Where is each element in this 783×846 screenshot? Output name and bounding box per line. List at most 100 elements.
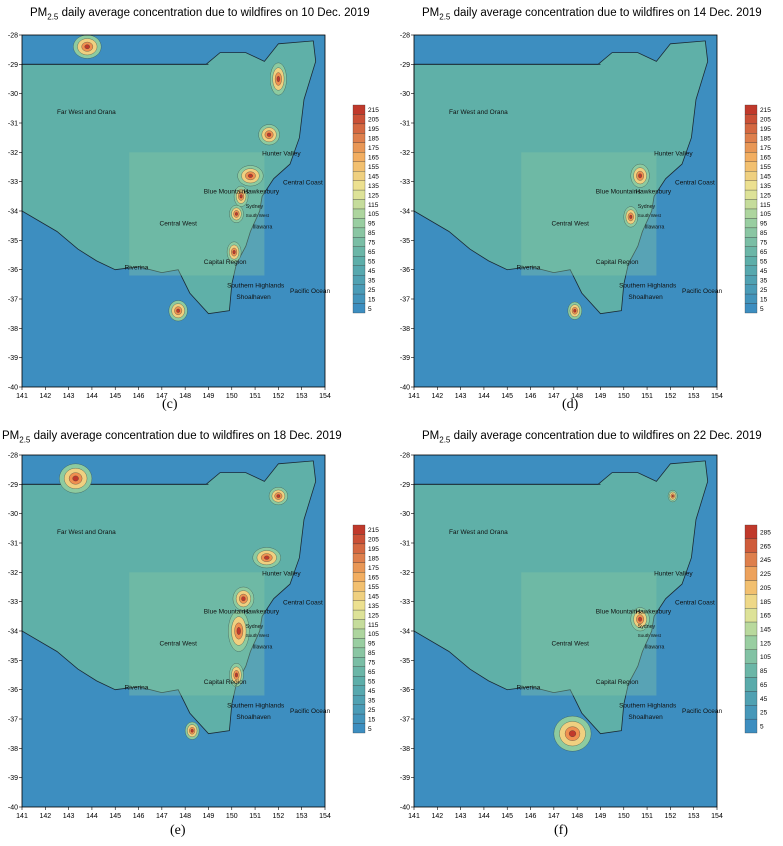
x-tick-label: 154 xyxy=(319,813,331,820)
legend-label: 155 xyxy=(368,584,379,591)
x-tick-label: 150 xyxy=(226,813,238,820)
legend-swatch xyxy=(744,691,758,706)
legend-label: 95 xyxy=(760,221,768,228)
x-tick-label: 145 xyxy=(109,393,121,400)
legend-label: 5 xyxy=(760,724,764,731)
y-tick-label: -38 xyxy=(8,326,18,333)
legend-swatch xyxy=(352,237,366,247)
legend-swatch xyxy=(352,553,366,563)
region-label: Blue Mountains xyxy=(596,188,642,195)
x-tick-label: 144 xyxy=(478,813,490,820)
panel-title: PM2.5 daily average concentration due to… xyxy=(422,430,762,445)
region-label: Capital Region xyxy=(204,679,247,686)
region-label: Central West xyxy=(552,641,590,648)
y-tick-label: -39 xyxy=(400,775,410,782)
region-label: Shoalhaven xyxy=(628,294,663,301)
legend-swatch xyxy=(352,581,366,592)
x-tick-label: 150 xyxy=(618,393,630,400)
x-tick-label: 144 xyxy=(86,813,98,820)
y-tick-label: -35 xyxy=(400,658,410,665)
y-tick-label: -36 xyxy=(8,267,18,274)
x-tick-label: 147 xyxy=(156,813,168,820)
legend-swatch xyxy=(352,524,366,535)
fire-hotspot xyxy=(241,596,246,601)
legend-label: 245 xyxy=(760,557,771,564)
legend-label: 205 xyxy=(760,117,771,124)
legend-swatch xyxy=(744,621,758,637)
legend-swatch xyxy=(744,552,758,567)
legend-swatch xyxy=(352,246,366,257)
y-tick-label: -28 xyxy=(8,453,18,460)
y-tick-label: -32 xyxy=(400,570,410,577)
region-label: South West xyxy=(246,213,270,218)
legend-swatch xyxy=(352,572,366,582)
legend-swatch xyxy=(352,208,366,219)
legend-swatch xyxy=(744,293,758,304)
legend-swatch xyxy=(352,562,366,573)
legend-swatch xyxy=(744,705,758,720)
legend-swatch xyxy=(352,543,366,554)
legend-swatch xyxy=(744,677,758,692)
legend-swatch xyxy=(352,218,366,229)
legend-swatch xyxy=(744,718,758,734)
panel-f: PM2.5 daily average concentration due to… xyxy=(392,424,783,846)
legend-swatch xyxy=(744,171,758,181)
legend-swatch xyxy=(744,237,758,247)
region-label: Pacific Ocean xyxy=(682,708,722,715)
x-tick-label: 153 xyxy=(688,393,700,400)
fire-hotspot xyxy=(235,212,238,216)
y-tick-label: -38 xyxy=(8,746,18,753)
legend-label: 145 xyxy=(760,173,771,180)
region-label: Hunter Valley xyxy=(654,570,693,577)
x-tick-label: 142 xyxy=(431,393,443,400)
legend-swatch xyxy=(352,152,366,162)
x-tick-label: 146 xyxy=(525,813,537,820)
region-label: Central Coast xyxy=(283,600,323,607)
x-tick-label: 142 xyxy=(39,393,51,400)
legend-label: 65 xyxy=(368,669,376,676)
legend-swatch xyxy=(744,161,758,172)
fire-hotspot xyxy=(264,555,270,560)
y-tick-label: -39 xyxy=(8,775,18,782)
legend-swatch xyxy=(352,657,366,667)
legend-label: 15 xyxy=(760,296,768,303)
legend-label: 25 xyxy=(760,287,768,294)
legend-label: 125 xyxy=(760,640,771,647)
y-tick-label: -39 xyxy=(8,355,18,362)
x-tick-label: 151 xyxy=(641,393,653,400)
legend-label: 215 xyxy=(368,107,379,114)
legend-label: 195 xyxy=(368,546,379,553)
x-tick-label: 143 xyxy=(455,393,467,400)
x-tick-label: 152 xyxy=(665,813,677,820)
region-label: Far West and Orana xyxy=(57,529,116,536)
legend-label: 45 xyxy=(368,268,376,275)
x-tick-label: 149 xyxy=(595,393,607,400)
legend-swatch xyxy=(352,293,366,304)
x-tick-label: 148 xyxy=(571,813,583,820)
fire-hotspot xyxy=(638,617,642,622)
panel-title: PM2.5 daily average concentration due to… xyxy=(422,7,762,22)
legend-swatch xyxy=(744,180,758,191)
legend-swatch xyxy=(744,104,758,115)
x-tick-label: 147 xyxy=(548,813,560,820)
y-tick-label: -35 xyxy=(400,238,410,245)
legend-label: 285 xyxy=(760,529,771,536)
fire-hotspot xyxy=(276,494,281,498)
panel-e: PM2.5 daily average concentration due to… xyxy=(0,424,391,846)
legend-label: 65 xyxy=(760,682,768,689)
y-tick-label: -28 xyxy=(400,33,410,40)
legend-label: 195 xyxy=(760,126,771,133)
x-tick-label: 149 xyxy=(203,393,215,400)
x-tick-label: 147 xyxy=(156,393,168,400)
region-label: Riverina xyxy=(517,265,541,272)
y-tick-label: -30 xyxy=(400,511,410,518)
legend-swatch xyxy=(352,256,366,266)
region-label: Blue Mountains xyxy=(596,608,642,615)
region-label: Illawarra xyxy=(645,225,665,231)
x-tick-label: 146 xyxy=(525,393,537,400)
fire-hotspot xyxy=(247,173,253,178)
legend-label: 35 xyxy=(368,277,376,284)
x-tick-label: 147 xyxy=(548,393,560,400)
fire-hotspot xyxy=(573,308,577,313)
y-tick-label: -35 xyxy=(8,238,18,245)
